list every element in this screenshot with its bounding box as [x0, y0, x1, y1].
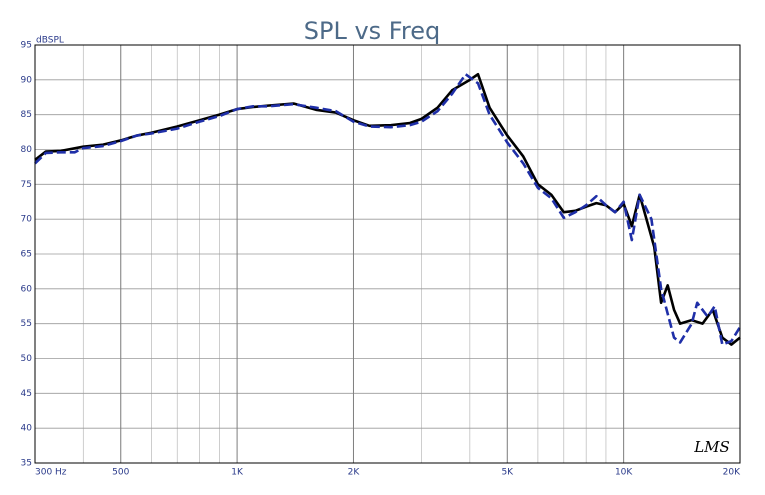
- y-tick-label: 40: [21, 424, 33, 434]
- x-tick-label: 300 Hz: [35, 468, 67, 478]
- series-line: [34, 72, 742, 346]
- y-tick-label: 90: [21, 75, 33, 85]
- y-tick-label: 45: [21, 389, 32, 399]
- x-tick-label: 500: [112, 468, 129, 478]
- y-tick-label: 65: [21, 250, 32, 260]
- plot-frame: [34, 44, 741, 464]
- y-tick-label: 35: [21, 459, 32, 469]
- x-tick-label: 20K: [723, 468, 741, 478]
- y-tick-label: 75: [21, 180, 32, 190]
- x-tick-label: 10K: [615, 468, 633, 478]
- x-tick-label: 5K: [501, 468, 514, 478]
- y-tick-label: 55: [21, 319, 32, 329]
- x-tick-label: 2K: [348, 468, 361, 478]
- watermark: LMS: [693, 438, 730, 456]
- y-axis-label: dBSPL: [36, 36, 64, 46]
- x-tick-label: 1K: [231, 468, 244, 478]
- y-tick-label: 95: [21, 41, 32, 51]
- lines: [34, 72, 742, 346]
- y-tick-label: 85: [21, 110, 32, 120]
- chart-title: SPL vs Freq: [304, 17, 440, 45]
- y-tick-label: 50: [21, 354, 33, 364]
- y-tick-label: 70: [21, 215, 33, 225]
- series-line: [34, 72, 741, 346]
- y-tick-label: 60: [21, 284, 33, 294]
- y-tick-label: 80: [21, 145, 33, 155]
